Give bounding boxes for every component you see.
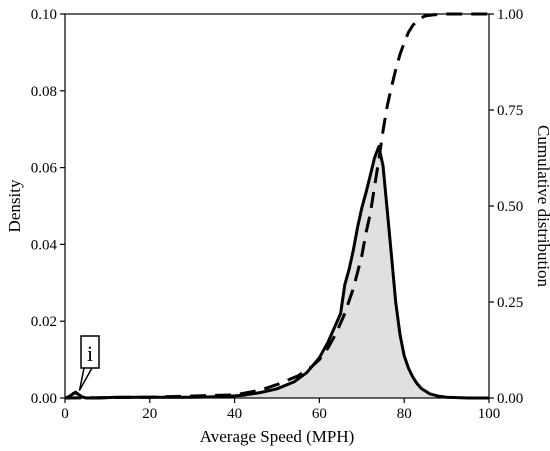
y-tick-label: 0.10 bbox=[31, 7, 57, 23]
x-tick-label: 0 bbox=[61, 406, 69, 422]
y2-axis-title: Cumulative distribution bbox=[534, 125, 550, 287]
y-tick-label: 0.00 bbox=[31, 391, 57, 407]
y-tick-label: 0.06 bbox=[31, 161, 58, 177]
y2-tick-label: 0.50 bbox=[497, 199, 523, 215]
x-tick-label: 60 bbox=[312, 406, 327, 422]
x-tick-label: 20 bbox=[142, 406, 157, 422]
plot-frame bbox=[64, 13, 490, 399]
y2-tick-label: 1.00 bbox=[497, 7, 523, 23]
y-axis-title: Density bbox=[5, 179, 24, 232]
cumulative-line bbox=[64, 12, 489, 400]
y2-tick-label: 0.25 bbox=[497, 295, 523, 311]
y-tick-label: 0.04 bbox=[31, 237, 58, 253]
density-area bbox=[65, 146, 489, 398]
x-tick-label: 40 bbox=[227, 406, 242, 422]
x-axis-title: Average Speed (MPH) bbox=[200, 427, 355, 446]
annotation-label: i bbox=[87, 341, 93, 366]
y-tick-label: 0.02 bbox=[31, 314, 57, 330]
annotation-pointer bbox=[78, 367, 93, 391]
annotation-box bbox=[80, 335, 100, 369]
x-tick-label: 80 bbox=[397, 406, 412, 422]
x-tick-label: 100 bbox=[478, 406, 501, 422]
density-line bbox=[64, 145, 489, 400]
y2-tick-label: 0.00 bbox=[497, 391, 523, 407]
y-tick-label: 0.08 bbox=[31, 84, 57, 100]
y2-tick-label: 0.75 bbox=[497, 103, 523, 119]
